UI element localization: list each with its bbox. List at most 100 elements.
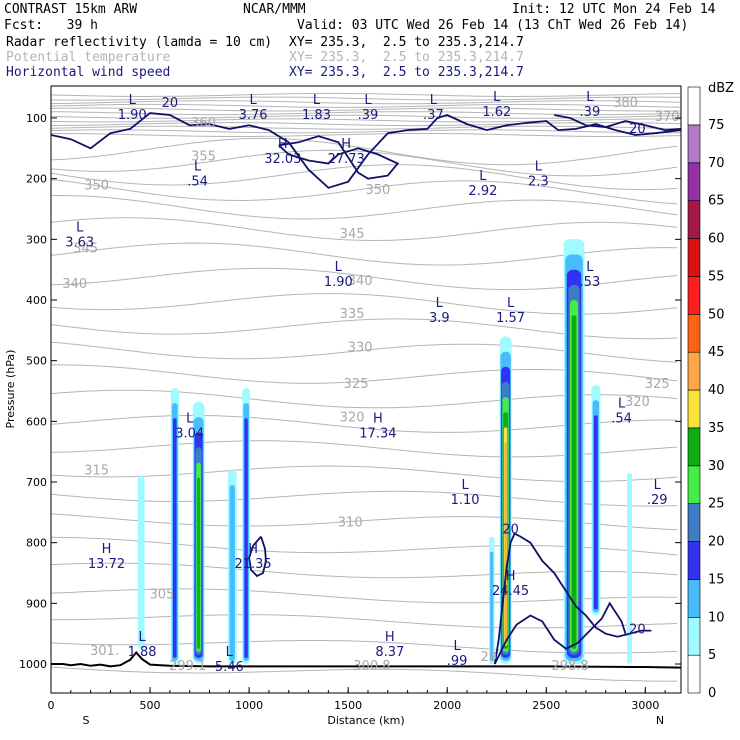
- y-tick-label: 100: [26, 112, 47, 125]
- theta-label: 340: [62, 277, 87, 292]
- reflectivity-cell: [197, 477, 200, 649]
- wind-extremum-kind: H: [385, 630, 395, 645]
- wind-extremum-value: 3.04: [175, 426, 204, 441]
- wind-extremum-value: .54: [611, 411, 632, 426]
- wind-extremum-kind: L: [586, 90, 594, 105]
- x-tick-label: 2000: [433, 699, 461, 712]
- theta-label: 370: [655, 110, 680, 125]
- theta-label: 299.1: [169, 659, 206, 674]
- theta-contour: [51, 129, 681, 134]
- wind-extremum-kind: L: [129, 93, 137, 108]
- wind-extremum-value: 1.90: [118, 108, 147, 123]
- colorbar-label: 30: [708, 459, 725, 474]
- theta-label: 320: [625, 395, 650, 410]
- wind-extremum-kind: L: [535, 160, 543, 175]
- theta-label: 380: [613, 96, 638, 111]
- wind-extremum-value: 3.63: [65, 235, 94, 250]
- colorbar-label: 10: [708, 610, 725, 625]
- theta-contour: [51, 217, 678, 242]
- colorbar-label: 15: [708, 572, 725, 587]
- wind-extremum-kind: L: [461, 478, 469, 493]
- axes: 0 500 1000 1500 2000 2500 3000 100 200 300 400 500 6…: [19, 112, 681, 712]
- wind-extremum-kind: L: [453, 639, 461, 654]
- wind-contour: [248, 536, 267, 578]
- y-tick-label: 800: [26, 537, 47, 550]
- theta-contour: [51, 149, 678, 177]
- colorbar-label: 25: [708, 497, 725, 512]
- init-time: Init: 12 UTC Mon 24 Feb 14: [512, 2, 716, 17]
- reflectivity-cell: [173, 418, 177, 658]
- x-tick-label: 500: [140, 699, 161, 712]
- wind-extremum-value: .29: [647, 493, 668, 508]
- colorbar-label: 0: [708, 686, 716, 701]
- reflectivity-cell: [137, 475, 145, 649]
- colorbar-label: 75: [708, 118, 725, 133]
- wind-extremum-kind: L: [194, 160, 202, 175]
- wind-extremum-value: 2.3: [528, 175, 549, 190]
- wind-extremum-kind: L: [618, 396, 626, 411]
- colorbar-swatch: [687, 616, 701, 656]
- colorbar-swatch: [687, 238, 701, 277]
- wind-extremum-kind: L: [186, 411, 194, 426]
- y-axis-label: Pressure (hPa): [4, 350, 17, 429]
- colorbar-label: 45: [708, 345, 725, 360]
- colorbar-swatch: [687, 200, 701, 239]
- wind-extremum-value: .53: [580, 275, 601, 290]
- wind-extremum-value: .54: [187, 175, 208, 190]
- wind-extremum-value: .39: [580, 105, 601, 120]
- theta-label: 345: [340, 227, 365, 242]
- wind-extremum-value: 8.37: [375, 645, 404, 660]
- wind-extremum-value: 13.72: [88, 557, 125, 572]
- reflectivity-cell: [593, 415, 598, 610]
- theta-label: 350: [84, 179, 109, 194]
- reflectivity-cell: [490, 551, 494, 661]
- colorbar-swatch: [687, 654, 701, 694]
- wind-extremum-value: 2.92: [468, 184, 497, 199]
- wind-extremum-value: 24.45: [492, 584, 529, 599]
- colorbar-swatch: [687, 124, 701, 164]
- theta-label: 330: [348, 341, 373, 356]
- wind-extremum-value: 32.03: [264, 152, 301, 167]
- wind-extremum-value: 3.76: [239, 108, 268, 123]
- colorbar-swatch: [687, 579, 701, 618]
- theta-label: 305: [149, 588, 174, 603]
- wind-contour: [554, 114, 681, 132]
- wind-contour: [493, 532, 652, 665]
- field-xy: XY= 235.3, 2.5 to 235.3,214.7: [289, 35, 524, 50]
- theta-label: 345: [73, 242, 98, 257]
- theta-labels: 360 380 370 355 350 350 345 345 340 340 335 330 325 3…: [62, 96, 679, 674]
- colorbar-swatch: [687, 465, 701, 504]
- colorbar-label: 70: [708, 156, 725, 171]
- wind-extremum-value: .99: [447, 654, 468, 669]
- wind-extremum-kind: L: [76, 220, 84, 235]
- theta-contour: [51, 100, 681, 105]
- wind-contour-label: 20: [162, 96, 179, 111]
- wind-extremum-kind: L: [436, 296, 444, 311]
- theta-label: 325: [645, 377, 670, 392]
- theta-contour: [51, 96, 681, 101]
- colorbar-swatch: [687, 276, 701, 315]
- theta-label: 355: [191, 150, 216, 165]
- wind-extremum-kind: L: [479, 169, 487, 184]
- field-name: Horizontal wind speed: [6, 65, 171, 80]
- theta-label: 301.: [90, 644, 119, 659]
- colorbar-swatch: [687, 541, 701, 580]
- x-tick-label: 2500: [532, 699, 560, 712]
- y-tick-label: 700: [26, 476, 47, 489]
- x-axis-label: Distance (km): [327, 714, 404, 727]
- y-tick-label: 400: [26, 294, 47, 307]
- theta-contour: [51, 194, 678, 220]
- theta-contour: [51, 164, 678, 191]
- wind-speed-contours: [51, 112, 681, 665]
- y-tick-label: 300: [26, 233, 47, 246]
- y-tick-label: 900: [26, 597, 47, 610]
- colorbar: 0 5 10 15 20 25 30 35 40 45 50 55 60 65 70 75 dBZ: [687, 81, 734, 701]
- colorbar-swatch: [687, 162, 701, 202]
- colorbar-swatch: [687, 351, 701, 391]
- wind-extremum-value: 27.73: [328, 152, 365, 167]
- model-title: CONTRAST 15km ARW: [4, 2, 138, 17]
- x-tick-label: 3000: [631, 699, 659, 712]
- wind-extremum-kind: L: [313, 93, 321, 108]
- center-title: NCAR/MMM: [243, 2, 306, 17]
- wind-labels: L1.90L3.76L1.83L.39L.37L1.62L.39H32.03H2…: [65, 90, 667, 675]
